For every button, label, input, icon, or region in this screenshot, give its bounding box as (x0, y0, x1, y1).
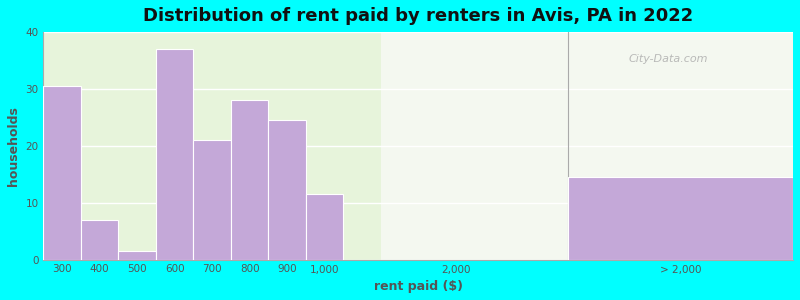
X-axis label: rent paid ($): rent paid ($) (374, 280, 462, 293)
Bar (268, 120, 306, 260)
Bar (194, 140, 231, 260)
Title: Distribution of rent paid by renters in Avis, PA in 2022: Distribution of rent paid by renters in … (143, 7, 694, 25)
Bar (81, 220, 118, 260)
Bar (43, 32, 381, 260)
Text: City-Data.com: City-Data.com (628, 54, 708, 64)
Bar (156, 49, 194, 260)
Bar (306, 194, 343, 260)
Bar (381, 32, 793, 260)
Bar (231, 100, 268, 260)
Bar (43, 86, 81, 260)
Bar (568, 177, 793, 260)
Bar (118, 251, 156, 260)
Y-axis label: households: households (7, 106, 20, 186)
